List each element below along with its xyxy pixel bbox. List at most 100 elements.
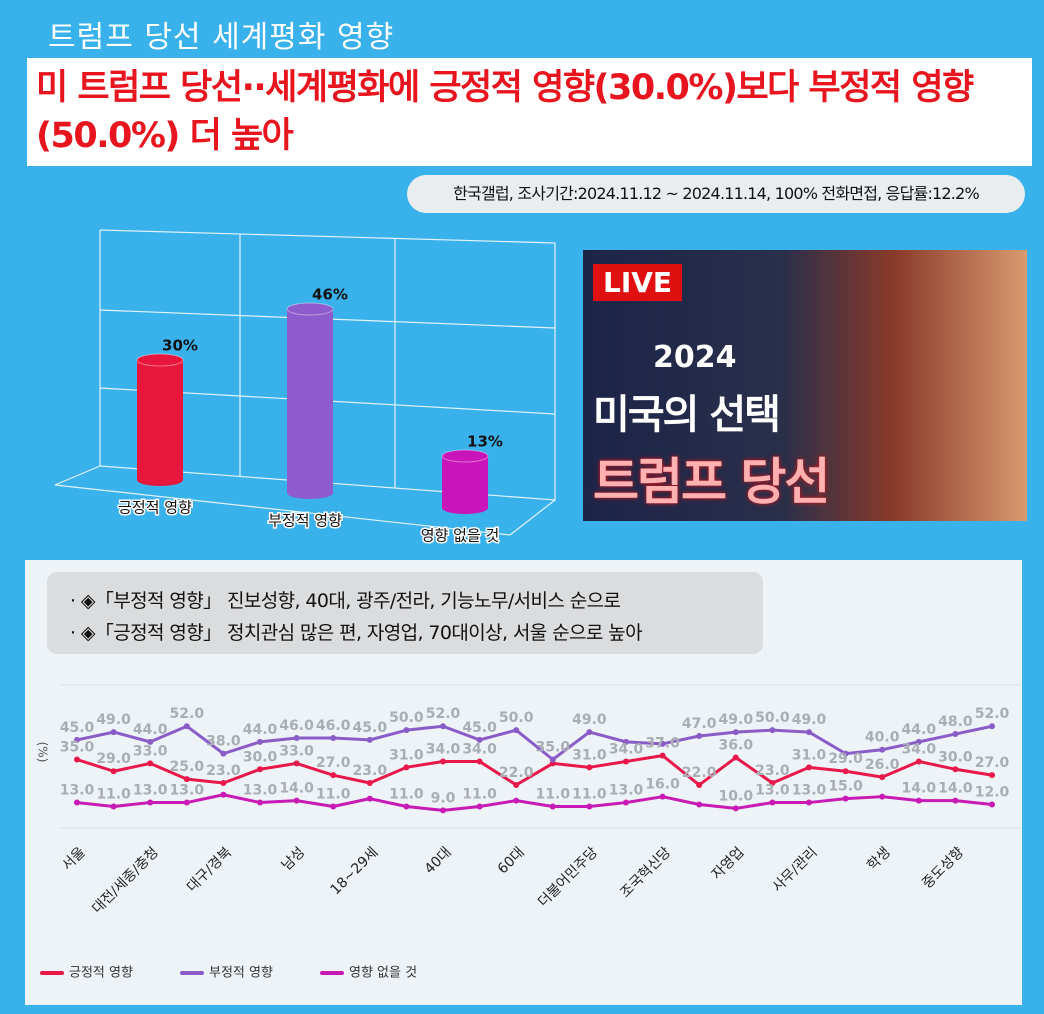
- point: [403, 727, 410, 734]
- point: [549, 803, 556, 810]
- point: [293, 760, 300, 767]
- value-label: 11.0: [96, 786, 131, 802]
- point: [989, 772, 995, 779]
- value-label: 50.0: [499, 710, 534, 726]
- point: [440, 758, 446, 765]
- point: [366, 779, 373, 786]
- point: [769, 727, 776, 734]
- value-label: 15.0: [828, 779, 863, 795]
- value-label: 34.0: [426, 741, 461, 757]
- point: [330, 772, 337, 779]
- point: [74, 736, 80, 743]
- value-label: 38.0: [206, 734, 241, 750]
- point: [915, 738, 922, 745]
- value-label: 47.0: [682, 716, 717, 732]
- value-label: 13%: [467, 433, 503, 451]
- value-label: 10.0: [719, 788, 754, 804]
- value-label: 44.0: [902, 722, 937, 738]
- value-label: 45.0: [60, 720, 95, 736]
- point: [220, 779, 227, 786]
- photo-subtitle: 미국의 선택: [593, 392, 781, 438]
- line: [76, 793, 993, 812]
- value-label: 22.0: [682, 765, 717, 781]
- value-label: 30.0: [243, 749, 278, 765]
- value-label: 49.0: [719, 712, 754, 728]
- point: [806, 764, 812, 771]
- line-frame: [60, 684, 1020, 829]
- value-label: 29.0: [828, 751, 863, 767]
- value-label: 50.0: [755, 710, 790, 726]
- photo-year: 2024: [653, 340, 737, 375]
- point: [513, 727, 520, 734]
- x-tick-label: 남성: [279, 844, 309, 874]
- point: [440, 807, 446, 814]
- value-label: 49.0: [572, 712, 607, 728]
- photo-caption: 트럼프 당선: [593, 453, 830, 511]
- value-label: 48.0: [938, 714, 973, 730]
- live-badge: LIVE: [593, 264, 683, 301]
- point: [110, 803, 117, 810]
- legend-label: 긍정적 영향: [69, 966, 133, 981]
- point: [440, 723, 446, 730]
- point: [586, 729, 593, 736]
- x-tick-label: 더불어민주당: [535, 844, 601, 910]
- point: [732, 729, 739, 736]
- point: [257, 738, 263, 745]
- point: [220, 791, 227, 798]
- notes-box: [47, 572, 763, 654]
- value-label: 33.0: [133, 743, 168, 759]
- point: [147, 760, 154, 767]
- headline-box: [27, 58, 1032, 166]
- value-label: 27.0: [975, 755, 1010, 771]
- bar-bottom: [442, 502, 488, 514]
- x-tick-label: 사무/관리: [770, 844, 821, 895]
- x-tick-label: 60대: [495, 844, 528, 877]
- value-label: 23.0: [206, 763, 241, 779]
- value-label: 27.0: [316, 755, 351, 771]
- value-label: 50.0: [389, 710, 424, 726]
- x-tick-label: 대구/경북: [184, 844, 235, 895]
- value-label: 45.0: [353, 720, 388, 736]
- value-label: 35.0: [536, 740, 571, 756]
- point: [806, 729, 812, 736]
- legend-label: 부정적 영향: [209, 966, 273, 981]
- value-label: 9.0: [431, 790, 456, 806]
- value-label: 49.0: [792, 712, 827, 728]
- point: [696, 801, 703, 808]
- value-label: 46%: [312, 286, 348, 304]
- point: [989, 723, 995, 730]
- point: [952, 731, 959, 738]
- point: [806, 799, 812, 806]
- value-label: 13.0: [170, 783, 205, 799]
- value-label: 14.0: [938, 781, 973, 797]
- bar-top: [136, 353, 184, 367]
- point: [513, 781, 520, 788]
- value-label: 23.0: [353, 763, 388, 779]
- point: [549, 756, 556, 763]
- value-label: 13.0: [60, 783, 95, 799]
- value-label: 13.0: [609, 783, 644, 799]
- value-label: 11.0: [536, 786, 571, 802]
- point: [769, 799, 776, 806]
- point: [220, 750, 227, 757]
- point: [476, 736, 483, 743]
- point: [403, 764, 410, 771]
- point: [476, 803, 483, 810]
- bar-top: [441, 449, 489, 463]
- value-label: 12.0: [975, 785, 1010, 801]
- value-label: 52.0: [975, 706, 1010, 722]
- x-tick-label: 자영업: [709, 844, 748, 883]
- point: [879, 746, 886, 753]
- value-label: 25.0: [170, 759, 205, 775]
- point: [659, 740, 666, 747]
- y-axis-label: (%): [36, 742, 50, 763]
- value-label: 11.0: [389, 786, 424, 802]
- point: [366, 736, 373, 743]
- point: [915, 758, 922, 765]
- value-label: 30.0: [938, 749, 973, 765]
- point: [183, 723, 190, 730]
- point: [879, 793, 886, 800]
- point: [623, 738, 629, 745]
- x-tick-label: 40대: [422, 844, 455, 877]
